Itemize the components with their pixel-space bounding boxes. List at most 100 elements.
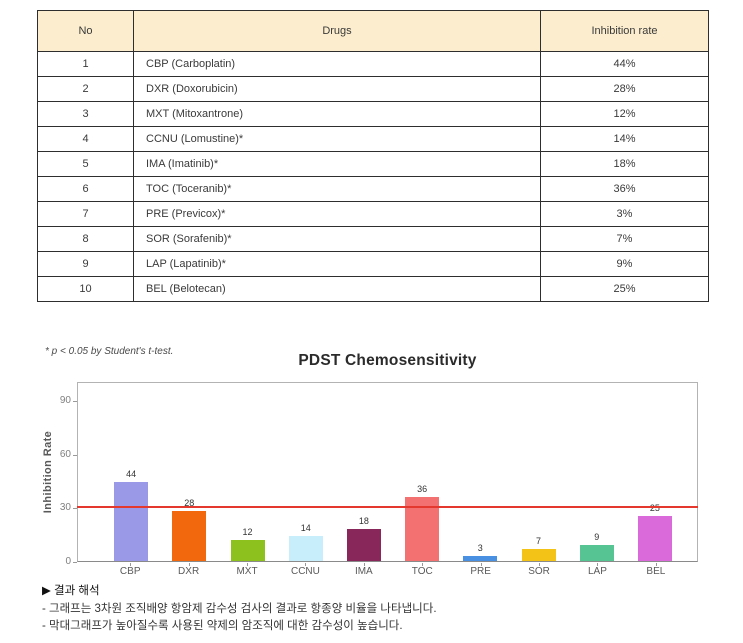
- x-tick-label-mxt: MXT: [236, 566, 258, 577]
- row-no-cell: 7: [37, 201, 134, 227]
- bar-slot-ccnu: 14: [277, 523, 335, 561]
- bar-bel: 25: [637, 503, 672, 561]
- bar-slot-sor: 7: [509, 536, 567, 561]
- x-tick-mark: [655, 563, 657, 566]
- x-tick-label-ima: IMA: [354, 566, 373, 577]
- x-tick-mark: [363, 563, 365, 566]
- footer-line-1: - 그래프는 3차원 조직배양 항암제 감수성 검사의 결과로 항종양 비율을 …: [42, 603, 437, 615]
- row-drug-cell: IMA (Imatinib)*: [133, 151, 541, 177]
- column-header-drugs: Drugs: [133, 10, 541, 52]
- bar-mxt: 12: [230, 527, 265, 561]
- footer-heading: ▶ 결과 해석: [42, 585, 100, 597]
- x-tick-label-bel: BEL: [646, 566, 666, 577]
- table-row: 4 CCNU (Lomustine)* 14%: [37, 126, 709, 152]
- x-tick-mark: [247, 563, 248, 566]
- row-rate-cell: 3%: [540, 201, 709, 227]
- y-tick-label-90: 90: [59, 394, 71, 406]
- result-interpretation: ▶ 결과 해석 - 그래프는 3차원 조직배양 항암제 감수성 검사의 결과로 …: [42, 583, 437, 635]
- bar-value-label: 9: [594, 531, 600, 542]
- y-tick-mark: [73, 400, 77, 402]
- row-no-cell: 8: [37, 226, 134, 252]
- bar-value-label: 28: [184, 497, 195, 508]
- row-rate-cell: 25%: [540, 276, 709, 302]
- table-row: 8 SOR (Sorafenib)* 7%: [37, 226, 709, 252]
- bar-dxr: 28: [172, 498, 207, 561]
- row-drug-cell: SOR (Sorafenib)*: [133, 226, 541, 252]
- table-row: 10 BEL (Belotecan) 25%: [37, 276, 709, 302]
- x-tick-label-toc: TOC: [411, 566, 433, 577]
- row-drug-cell: PRE (Previcox)*: [133, 201, 541, 227]
- table-header-row: No Drugs Inhibition rate: [37, 10, 709, 52]
- row-drug-cell: MXT (Mitoxantrone): [133, 101, 541, 127]
- bar-sor: 7: [521, 536, 556, 561]
- bar-slot-ima: 18: [335, 516, 393, 561]
- row-drug-cell: CCNU (Lomustine)*: [133, 126, 541, 152]
- bar-slot-lap: 9: [568, 532, 626, 561]
- x-tick-mark: [597, 563, 599, 566]
- y-tick-label-0: 0: [65, 556, 71, 567]
- bar-slot-cbp: 44: [102, 469, 160, 561]
- x-tick-label-dxr: DXR: [178, 566, 200, 577]
- row-drug-cell: LAP (Lapatinib)*: [133, 251, 541, 277]
- row-rate-cell: 18%: [540, 151, 709, 177]
- y-axis-label: Inhibition Rate: [42, 430, 54, 514]
- x-tick-mark: [422, 563, 424, 566]
- x-tick-label-lap: LAP: [588, 566, 607, 577]
- chemosensitivity-chart: PDST Chemosensitivity Inhibition Rate 44…: [37, 352, 727, 592]
- x-tick-label-ccnu: CCNU: [290, 566, 320, 577]
- x-tick-label-pre: PRE: [470, 566, 491, 577]
- bar-ccnu: 14: [288, 523, 323, 561]
- x-tick-mark: [305, 563, 307, 566]
- plot-area: 44 28 12 14 18 36 3 7 9 25: [77, 382, 698, 562]
- y-tick-mark: [73, 508, 77, 510]
- chart-title: PDST Chemosensitivity: [298, 352, 477, 369]
- row-rate-cell: 44%: [540, 51, 709, 77]
- row-rate-cell: 14%: [540, 126, 709, 152]
- row-no-cell: 10: [37, 276, 134, 302]
- row-no-cell: 3: [37, 101, 134, 127]
- table-row: 9 LAP (Lapatinib)* 9%: [37, 251, 709, 277]
- table-row: 1 CBP (Carboplatin) 44%: [37, 51, 709, 77]
- bar-slot-mxt: 12: [218, 527, 276, 561]
- row-drug-cell: TOC (Toceranib)*: [133, 176, 541, 202]
- row-no-cell: 6: [37, 176, 134, 202]
- bar-value-label: 12: [242, 526, 253, 537]
- column-header-inhibition-rate: Inhibition rate: [540, 10, 709, 52]
- y-tick-mark: [73, 562, 77, 563]
- row-rate-cell: 28%: [540, 76, 709, 102]
- bar-value-label: 3: [477, 542, 483, 553]
- bar-slot-bel: 25: [626, 503, 684, 561]
- row-drug-cell: CBP (Carboplatin): [133, 51, 541, 77]
- table-row: 5 IMA (Imatinib)* 18%: [37, 151, 709, 177]
- row-rate-cell: 9%: [540, 251, 709, 277]
- bar-cbp: 44: [114, 469, 149, 561]
- bar-value-label: 44: [126, 469, 137, 480]
- drug-inhibition-table: No Drugs Inhibition rate 1 CBP (Carboplat…: [37, 10, 709, 302]
- bar-lap: 9: [579, 532, 614, 561]
- x-tick-mark: [188, 563, 190, 566]
- table-row: 7 PRE (Previcox)* 3%: [37, 201, 709, 227]
- table-row: 3 MXT (Mitoxantrone) 12%: [37, 101, 709, 127]
- bar-value-label: 7: [536, 535, 542, 546]
- bar-ima: 18: [346, 516, 381, 561]
- bar-value-label: 36: [417, 483, 428, 494]
- row-rate-cell: 36%: [540, 176, 709, 202]
- significance-note: * p < 0.05 by Student's t-test.: [45, 346, 174, 357]
- column-header-no: No: [37, 10, 134, 52]
- x-tick-mark: [539, 563, 540, 566]
- row-drug-cell: DXR (Doxorubicin): [133, 76, 541, 102]
- table-row: 2 DXR (Doxorubicin) 28%: [37, 76, 709, 102]
- y-tick-mark: [73, 454, 77, 456]
- bar-pre: 3: [463, 543, 498, 561]
- row-no-cell: 2: [37, 76, 134, 102]
- bar-value-label: 14: [300, 522, 311, 533]
- x-tick-label-sor: SOR: [528, 566, 550, 577]
- x-axis-labels: CBP DXR MXT CCNU IMA TOC PRE SOR LAP BEL: [77, 566, 698, 577]
- table-row: 6 TOC (Toceranib)* 36%: [37, 176, 709, 202]
- row-rate-cell: 12%: [540, 101, 709, 127]
- bars-container: 44 28 12 14 18 36 3 7 9 25: [78, 383, 697, 561]
- bar-value-label: 18: [358, 515, 369, 526]
- row-no-cell: 4: [37, 126, 134, 152]
- row-no-cell: 5: [37, 151, 134, 177]
